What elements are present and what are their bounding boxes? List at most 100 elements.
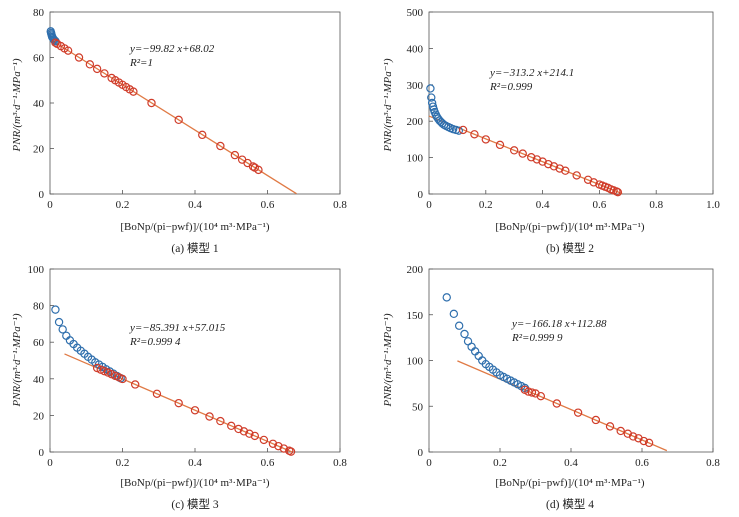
- data-point-red: [527, 388, 537, 397]
- data-point-red: [250, 431, 260, 441]
- y-tick-label: 40: [33, 374, 45, 386]
- data-point-red: [118, 374, 127, 384]
- data-point-red: [458, 125, 468, 135]
- data-point-red: [555, 164, 564, 173]
- data-point-red: [573, 408, 583, 417]
- panel-a-r2: R²=1: [129, 57, 153, 69]
- data-point-red: [644, 438, 654, 448]
- panel-a-xlabel: [BoNp/(pi−pwf)]/(10⁴ m³·MPa⁻¹): [120, 221, 270, 233]
- x-tick-label: 0.6: [593, 199, 607, 211]
- y-tick-label: 60: [33, 337, 45, 349]
- data-point-red: [152, 389, 162, 399]
- data-point-red: [198, 130, 207, 140]
- panel-b-caption: (b) 模型 2: [546, 241, 594, 255]
- panel-a-caption: (a) 模型 1: [171, 241, 219, 255]
- panel-a-equation: y=−99.82 x+68.02: [129, 43, 215, 55]
- data-point-red: [572, 171, 581, 180]
- y-tick-label: 60: [33, 53, 45, 65]
- x-tick-label: 0: [47, 199, 53, 211]
- data-point-red: [518, 149, 527, 158]
- data-point-red: [63, 46, 73, 55]
- panel-b: PNR/(m³·d⁻¹·MPa⁻¹) [BoNp/(pi−pwf)]/(10⁴ …: [382, 7, 720, 255]
- data-point-red: [279, 444, 289, 453]
- y-tick-label: 100: [407, 153, 424, 165]
- panel-d-equation: y=−166.18 x+112.88: [511, 318, 607, 330]
- data-point-red: [130, 380, 140, 389]
- data-point-red: [616, 426, 625, 436]
- data-point-red: [230, 150, 240, 160]
- data-point-red: [227, 421, 236, 431]
- panel-b-xlabel: [BoNp/(pi−pwf)]/(10⁴ m³·MPa⁻¹): [495, 221, 645, 233]
- x-tick-label: 0.2: [493, 457, 507, 469]
- panel-d-plot-frame: [428, 268, 714, 453]
- panel-c-ylabel: PNR/(m³·d⁻¹·MPa⁻¹): [11, 313, 23, 407]
- y-tick-label: 0: [418, 189, 424, 201]
- y-tick-label: 200: [407, 116, 424, 128]
- data-point-red: [147, 98, 156, 108]
- data-point-red: [268, 439, 278, 448]
- data-point-red: [532, 155, 542, 164]
- data-point-red: [205, 412, 214, 421]
- panel-d-caption: (d) 模型 4: [546, 497, 594, 511]
- data-point-blue: [54, 317, 64, 327]
- y-tick-label: 0: [418, 447, 424, 459]
- data-point-red: [591, 415, 601, 425]
- x-tick-label: 0.4: [564, 457, 578, 469]
- y-tick-label: 80: [33, 7, 45, 19]
- data-point-blue: [442, 293, 451, 302]
- data-point-blue: [454, 126, 464, 135]
- y-tick-label: 20: [33, 144, 45, 156]
- x-tick-label: 0: [47, 457, 53, 469]
- data-point-blue: [426, 84, 435, 93]
- data-point-blue: [460, 329, 469, 339]
- data-point-blue: [449, 309, 459, 319]
- data-point-red: [639, 436, 648, 446]
- y-tick-label: 50: [412, 401, 424, 413]
- data-point-red: [274, 441, 283, 451]
- data-point-red: [254, 165, 263, 175]
- data-point-red: [613, 187, 623, 197]
- data-point-red: [234, 424, 243, 434]
- x-tick-label: 0.8: [333, 199, 347, 211]
- data-point-blue: [51, 305, 60, 314]
- x-tick-label: 0.4: [188, 199, 202, 211]
- x-tick-label: 0: [426, 457, 432, 469]
- data-point-red: [536, 391, 546, 401]
- panel-c: PNR/(m³·d⁻¹·MPa⁻¹) [BoNp/(pi−pwf)]/(10⁴ …: [11, 264, 347, 511]
- panel-c-caption: (c) 模型 3: [171, 497, 219, 511]
- y-tick-label: 0: [39, 189, 45, 201]
- data-point-red: [470, 130, 479, 139]
- panel-b-r2: R²=0.999: [489, 81, 533, 93]
- data-point-red: [245, 429, 254, 438]
- x-tick-label: 0.8: [333, 457, 347, 469]
- data-point-red: [216, 416, 225, 426]
- panel-c-xlabel: [BoNp/(pi−pwf)]/(10⁴ m³·MPa⁻¹): [120, 477, 270, 489]
- x-tick-label: 0.2: [116, 199, 130, 211]
- panel-d-xlabel: [BoNp/(pi−pwf)]/(10⁴ m³·MPa⁻¹): [495, 477, 645, 489]
- y-tick-label: 100: [28, 264, 45, 276]
- x-tick-label: 1.0: [706, 199, 720, 211]
- y-tick-label: 20: [33, 410, 45, 422]
- y-tick-label: 100: [407, 356, 424, 368]
- data-point-red: [628, 432, 638, 441]
- x-tick-label: 0.6: [261, 457, 275, 469]
- x-tick-label: 0.8: [706, 457, 720, 469]
- panel-d-r2: R²=0.999 9: [511, 332, 563, 344]
- data-point-red: [552, 399, 562, 408]
- data-point-red: [74, 53, 84, 62]
- data-point-red: [96, 365, 105, 374]
- data-point-red: [561, 166, 570, 175]
- panel-d-ylabel: PNR/(m³·d⁻¹·MPa⁻¹): [382, 313, 394, 407]
- y-tick-label: 150: [407, 310, 424, 322]
- data-point-red: [589, 178, 598, 187]
- x-tick-label: 0.8: [649, 199, 663, 211]
- panel-a-ylabel: PNR/(m³·d⁻¹·MPa⁻¹): [11, 58, 23, 152]
- data-point-blue: [427, 93, 436, 102]
- panel-a-plot-frame: [49, 11, 341, 195]
- data-point-blue: [58, 325, 67, 334]
- data-point-red: [129, 87, 138, 96]
- data-point-blue: [454, 321, 464, 330]
- panel-d-fit-line: [457, 360, 668, 452]
- data-point-red: [174, 115, 183, 125]
